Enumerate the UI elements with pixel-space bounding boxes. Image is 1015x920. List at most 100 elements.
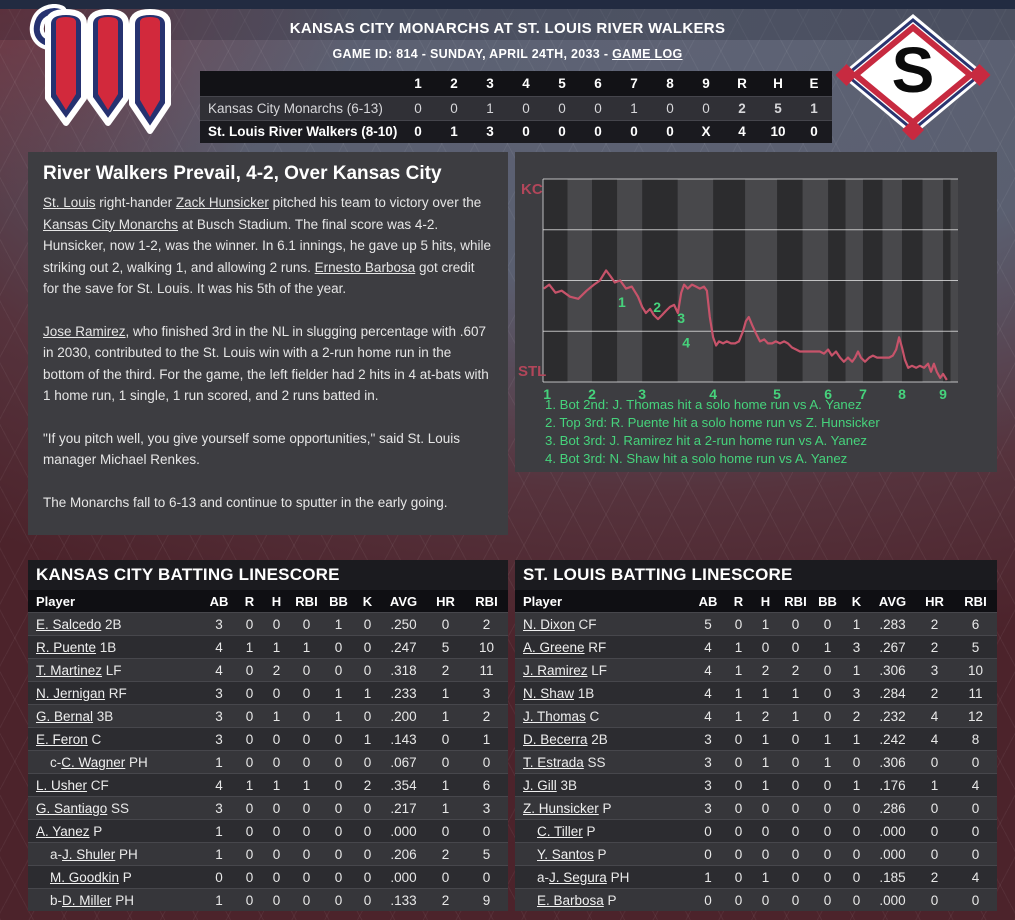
batting-stat-cell: 4 — [215, 639, 223, 655]
player-link[interactable]: J. Thomas — [523, 708, 586, 724]
batting-stat-cell: 0 — [852, 869, 861, 885]
article-link[interactable]: Kansas City Monarchs — [43, 216, 179, 232]
linescore-inning-cell: X — [701, 124, 711, 140]
player-link[interactable]: N. Dixon — [523, 616, 575, 632]
linescore-inning-cell: 1 — [450, 124, 458, 140]
player-link[interactable]: M. Goodkin — [50, 869, 120, 885]
linescore-team-name: St. Louis River Walkers (8-10) — [208, 124, 398, 140]
player-link[interactable]: Y. Santos — [537, 846, 594, 862]
batting-stat-cell: 0 — [930, 754, 939, 770]
batting-stat-cell: 2 — [852, 708, 861, 724]
article-link[interactable]: St. Louis — [43, 195, 96, 210]
batting-stat-cell: 0 — [791, 616, 800, 632]
batting-stat-cell: 5 — [971, 639, 980, 655]
player-link[interactable]: J. Ramirez — [523, 662, 588, 678]
batting-stat-cell: 0 — [971, 800, 980, 816]
article-link[interactable]: Jose Ramirez — [43, 323, 126, 339]
batting-stat-cell: 0 — [334, 823, 343, 839]
batting-player-prefix: b- — [50, 892, 63, 908]
player-link[interactable]: J. Shuler — [62, 846, 116, 862]
player-link[interactable]: E. Feron — [36, 731, 88, 747]
batting-stat-cell: .176 — [879, 777, 906, 793]
batting-stat-cell: .250 — [390, 616, 417, 632]
batting-col-K: K — [851, 593, 862, 609]
batting-player-cell: J. Gill 3B — [515, 778, 691, 793]
batting-stat-cell: 0 — [363, 846, 372, 862]
batting-stat-cell: 4 — [971, 777, 980, 793]
game-log-link[interactable]: GAME LOG — [612, 47, 683, 61]
batting-stat-cell: 0 — [245, 731, 254, 747]
win-probability-line — [543, 269, 948, 381]
batting-stat-cell: .185 — [879, 869, 906, 885]
player-link[interactable]: C. Tiller — [537, 823, 583, 839]
article-link[interactable]: Ernesto Barbosa — [314, 259, 416, 275]
batting-stat-cell: .206 — [390, 846, 417, 862]
player-link[interactable]: G. Santiago — [36, 800, 108, 816]
player-link[interactable]: J. Gill — [523, 777, 557, 793]
batting-stat-cell: .284 — [879, 685, 906, 701]
batting-player-cell: G. Bernal 3B — [28, 709, 202, 724]
batting-stat-cell: 0 — [930, 892, 939, 908]
batting-stat-cell: 1 — [823, 754, 832, 770]
player-link[interactable]: E. Barbosa — [537, 892, 604, 908]
batting-row: E. Feron C 3 0 0 0 0 1 .143 0 1 — [28, 727, 508, 750]
player-link[interactable]: E. Salcedo — [36, 616, 102, 632]
player-link[interactable]: N. Shaw — [523, 685, 575, 701]
batting-stat-cell: 0 — [761, 639, 770, 655]
player-link[interactable]: Z. Hunsicker — [523, 800, 599, 816]
batting-stat-cell: 0 — [334, 662, 343, 678]
batting-stat-cell: 2 — [272, 662, 281, 678]
batting-player-cell: E. Salcedo 2B — [28, 617, 202, 632]
player-link[interactable]: L. Usher — [36, 777, 88, 793]
batting-player-cell: N. Jernigan RF — [28, 686, 202, 701]
batting-stat-cell: 0 — [734, 731, 743, 747]
batting-stat-cell: 2 — [930, 685, 939, 701]
player-link[interactable]: J. Segura — [549, 869, 607, 885]
batting-stat-cell: 0 — [823, 869, 832, 885]
chart-inning-tick: 4 — [709, 386, 717, 402]
player-link[interactable]: A. Yanez — [36, 823, 90, 839]
batting-player-position: 1B — [574, 685, 595, 701]
batting-stat-cell: .247 — [390, 639, 417, 655]
player-link[interactable]: R. Puente — [36, 639, 97, 655]
batting-stat-cell: 3 — [852, 685, 861, 701]
batting-stat-cell: 1 — [215, 754, 223, 770]
batting-player-position: 1B — [96, 639, 117, 655]
player-link[interactable]: C. Wagner — [61, 754, 126, 770]
linescore-inning-cell: 0 — [558, 100, 566, 116]
linescore-inning-cell: 0 — [702, 100, 710, 116]
batting-stat-cell: 4 — [704, 639, 712, 655]
batting-stat-cell: 0 — [272, 685, 281, 701]
batting-stat-cell: 0 — [930, 823, 939, 839]
player-link[interactable]: N. Jernigan — [36, 685, 106, 701]
batting-stat-cell: 4 — [704, 662, 712, 678]
batting-stat-cell: .200 — [390, 708, 417, 724]
batting-stat-cell: 0 — [791, 639, 800, 655]
batting-section-title: ST. LOUIS BATTING LINESCORE — [515, 560, 997, 590]
article-link[interactable]: Zack Hunsicker — [175, 195, 269, 210]
batting-stat-cell: 0 — [334, 754, 343, 770]
batting-stat-cell: 3 — [704, 754, 712, 770]
player-link[interactable]: D. Miller — [62, 892, 112, 908]
batting-stat-cell: 3 — [482, 685, 491, 701]
player-link[interactable]: A. Greene — [523, 639, 585, 655]
batting-stat-cell: 0 — [272, 846, 281, 862]
linescore-inning-cell: 0 — [522, 124, 530, 140]
batting-stat-cell: 1 — [363, 731, 372, 747]
river-walkers-letter: S — [892, 34, 935, 106]
batting-stat-cell: 0 — [245, 708, 254, 724]
batting-row: Y. Santos P 0 0 0 0 0 0 .000 0 0 — [515, 842, 997, 865]
player-link[interactable]: T. Estrada — [523, 754, 584, 770]
batting-player-position: PH — [111, 892, 135, 908]
batting-stat-cell: 0 — [734, 777, 743, 793]
linescore-col-2: 2 — [450, 76, 458, 91]
linescore-col-9: 9 — [702, 76, 710, 91]
player-link[interactable]: G. Bernal — [36, 708, 94, 724]
batting-stat-cell: 0 — [823, 800, 832, 816]
batting-stat-cell: 1 — [363, 685, 372, 701]
player-link[interactable]: T. Martinez — [36, 662, 103, 678]
player-link[interactable]: D. Becerra — [523, 731, 588, 747]
batting-stat-cell: .000 — [390, 869, 417, 885]
batting-row: G. Santiago SS 3 0 0 0 0 0 .217 1 3 — [28, 796, 508, 819]
batting-row: c-C. Wagner PH 1 0 0 0 0 0 .067 0 0 — [28, 750, 508, 773]
